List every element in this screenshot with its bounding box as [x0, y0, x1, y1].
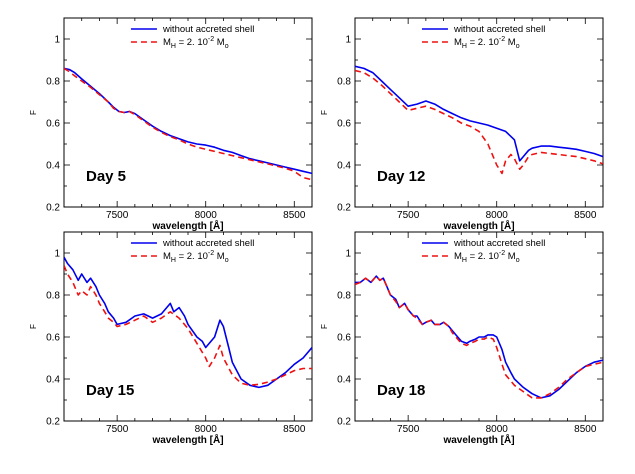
panel-label: Day 18 [377, 382, 425, 399]
y-tick-label: 0.4 [337, 375, 351, 386]
y-tick-label: 0.4 [46, 161, 60, 172]
x-axis-label: wavelength [Å] [442, 433, 514, 446]
x-tick-label: 8000 [195, 424, 218, 435]
y-tick-label: 0.8 [337, 77, 351, 88]
x-tick-label: 8000 [195, 210, 218, 221]
legend-label: MH = 2. 10-2 Mo [454, 250, 520, 264]
panel-day-15: 7500 8000 8500 0.2 0.4 0.6 0.8 1 wavelength [Å] F… [29, 231, 313, 446]
x-axis-label: wavelength [Å] [151, 433, 223, 446]
x-tick-label: 8000 [486, 424, 509, 435]
panel-day-5: 7500 8000 8500 0.2 0.4 0.6 0.8 1 wavelength [Å] F… [29, 17, 313, 232]
y-axis-label: F [29, 110, 38, 115]
x-tick-label: 7500 [106, 210, 129, 221]
y-tick-label: 0.6 [337, 333, 351, 344]
y-tick-label: 0.6 [337, 119, 351, 130]
series-line-without-accreted-shell [64, 67, 312, 175]
y-tick-label: 1 [54, 35, 60, 46]
y-tick-label: 0.6 [46, 119, 60, 130]
panel-day-18: 7500 8000 8500 0.2 0.4 0.6 0.8 1 wavelength [Å] F… [320, 231, 604, 446]
y-axis-label: F [320, 324, 329, 329]
y-tick-label: 0.4 [337, 161, 351, 172]
x-tick-label: 8500 [574, 424, 597, 435]
y-tick-label: 0.4 [46, 375, 60, 386]
x-tick-label: 8500 [283, 424, 306, 435]
x-tick-label: 7500 [397, 210, 420, 221]
y-tick-label: 0.8 [337, 291, 351, 302]
panel-day-12: 7500 8000 8500 0.2 0.4 0.6 0.8 1 wavelength [Å] F… [320, 17, 604, 232]
legend-label: MH = 2. 10-2 Mo [163, 36, 229, 50]
x-tick-label: 8000 [486, 210, 509, 221]
legend-label: without accreted shell [453, 238, 545, 249]
series-line-m-h-2-10-2-m-o [64, 265, 312, 387]
panel-label: Day 12 [377, 168, 425, 185]
y-tick-label: 1 [345, 35, 351, 46]
y-axis-label: F [29, 324, 38, 329]
x-tick-label: 8500 [283, 210, 306, 221]
series-line-m-h-2-10-2-m-o [355, 275, 603, 399]
y-tick-label: 0.2 [46, 417, 60, 428]
x-tick-label: 8500 [574, 210, 597, 221]
legend-label: MH = 2. 10-2 Mo [163, 250, 229, 264]
panel-label: Day 15 [86, 382, 134, 399]
y-tick-label: 0.8 [46, 77, 60, 88]
legend-label: without accreted shell [162, 238, 254, 249]
y-axis-label: F [320, 110, 329, 115]
x-tick-label: 7500 [106, 424, 129, 435]
legend-label: without accreted shell [453, 24, 545, 35]
x-tick-label: 7500 [397, 424, 420, 435]
series-line-without-accreted-shell [64, 256, 312, 389]
y-tick-label: 1 [54, 249, 60, 260]
y-tick-label: 0.2 [337, 203, 351, 214]
series-line-m-h-2-10-2-m-o [64, 67, 312, 181]
legend-label: MH = 2. 10-2 Mo [454, 36, 520, 50]
legend-label: without accreted shell [162, 24, 254, 35]
series-line-without-accreted-shell [355, 275, 603, 399]
panel-label: Day 5 [86, 168, 126, 185]
y-tick-label: 0.6 [46, 333, 60, 344]
x-axis-label: wavelength [Å] [442, 219, 514, 232]
series-line-without-accreted-shell [355, 65, 603, 162]
series-line-m-h-2-10-2-m-o [355, 69, 603, 175]
x-axis-label: wavelength [Å] [151, 219, 223, 232]
y-tick-label: 0.2 [337, 417, 351, 428]
y-tick-label: 0.8 [46, 291, 60, 302]
y-tick-label: 1 [345, 249, 351, 260]
y-tick-label: 0.2 [46, 203, 60, 214]
